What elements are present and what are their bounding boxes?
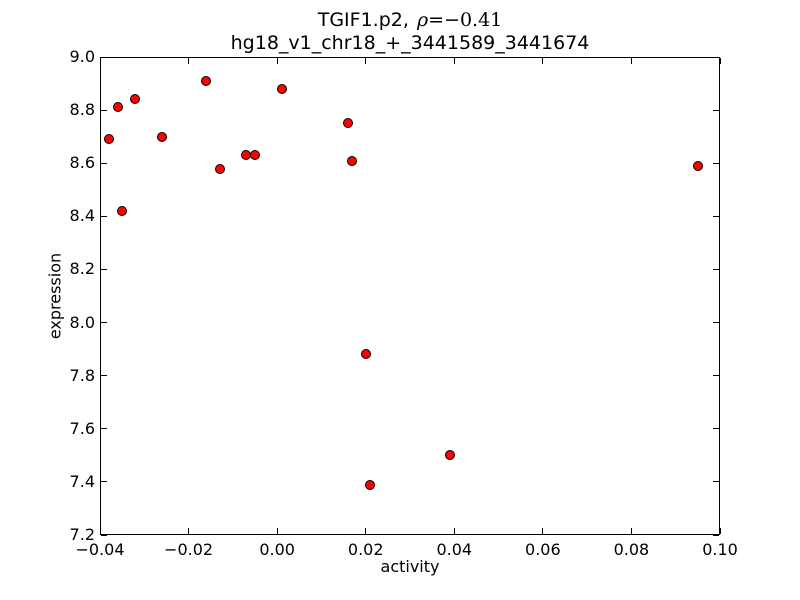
scatter-point bbox=[103, 134, 114, 145]
plot-area bbox=[100, 57, 720, 535]
y-tick-mark bbox=[101, 109, 107, 111]
y-tick-mark bbox=[101, 215, 107, 217]
scatter-point bbox=[117, 206, 128, 217]
y-tick-label: 8.8 bbox=[69, 100, 95, 120]
y-tick-mark-right bbox=[713, 375, 719, 377]
y-tick-label: 9.0 bbox=[69, 47, 95, 66]
y-tick-mark-right bbox=[713, 534, 719, 536]
scatter-point bbox=[347, 155, 358, 166]
y-tick-mark bbox=[101, 268, 107, 270]
x-tick-mark bbox=[719, 528, 721, 534]
x-tick-mark-top bbox=[188, 58, 190, 64]
x-tick-mark-top bbox=[365, 58, 367, 64]
y-tick-mark-right bbox=[713, 215, 719, 217]
rho-symbol: ρ bbox=[416, 9, 429, 31]
y-tick-mark bbox=[101, 375, 107, 377]
scatter-point bbox=[201, 75, 212, 86]
y-tick-mark-right bbox=[713, 56, 719, 58]
y-axis-label: expression bbox=[45, 252, 65, 340]
y-tick-mark bbox=[101, 428, 107, 430]
y-tick-mark-right bbox=[713, 481, 719, 483]
x-tick-label: 0.02 bbox=[347, 540, 384, 559]
title-gene-label: TGIF1.p2, bbox=[317, 9, 415, 31]
chart-subtitle: hg18_v1_chr18_+_3441589_3441674 bbox=[230, 32, 590, 54]
y-tick-label: 8.2 bbox=[69, 259, 95, 279]
x-tick-label: 0.00 bbox=[259, 540, 295, 559]
chart-title: TGIF1.p2, ρ=−0.41 bbox=[318, 9, 503, 32]
y-tick-mark bbox=[101, 322, 107, 324]
scatter-point bbox=[112, 102, 123, 113]
scatter-point bbox=[444, 450, 455, 461]
y-tick-label: 7.8 bbox=[69, 365, 95, 385]
y-tick-mark bbox=[101, 481, 107, 483]
rho-value: =−0.41 bbox=[428, 9, 503, 31]
scatter-point bbox=[157, 131, 167, 142]
y-tick-mark bbox=[101, 534, 107, 536]
x-tick-label: 0.04 bbox=[436, 540, 473, 559]
y-tick-label: 8.4 bbox=[69, 206, 95, 226]
x-tick-mark bbox=[99, 528, 101, 534]
y-tick-mark-right bbox=[713, 322, 719, 324]
x-tick-mark bbox=[188, 528, 190, 534]
scatter-point bbox=[360, 349, 371, 360]
x-tick-mark bbox=[630, 528, 632, 534]
x-tick-mark bbox=[453, 528, 455, 534]
x-axis-label: activity bbox=[380, 557, 440, 576]
scatter-point bbox=[365, 479, 376, 490]
x-tick-mark-top bbox=[542, 58, 544, 64]
scatter-point bbox=[130, 94, 141, 105]
x-tick-mark-top bbox=[276, 58, 278, 64]
scatter-point bbox=[692, 160, 703, 171]
x-tick-mark-top bbox=[99, 58, 101, 64]
x-tick-label: 0.10 bbox=[702, 540, 738, 559]
x-tick-label: −0.04 bbox=[75, 540, 125, 559]
scatter-point bbox=[276, 83, 287, 94]
scatter-point bbox=[343, 118, 353, 129]
x-tick-mark-top bbox=[453, 58, 455, 64]
y-tick-mark-right bbox=[713, 162, 719, 164]
x-tick-mark bbox=[542, 528, 544, 534]
y-tick-label: 7.4 bbox=[69, 471, 95, 491]
y-tick-label: 7.2 bbox=[69, 525, 95, 544]
y-tick-mark bbox=[101, 56, 107, 58]
y-tick-mark-right bbox=[713, 109, 719, 111]
y-tick-mark-right bbox=[713, 428, 719, 430]
x-tick-mark bbox=[276, 528, 278, 534]
y-tick-mark-right bbox=[713, 268, 719, 270]
x-tick-label: 0.06 bbox=[525, 540, 561, 559]
y-tick-label: 8.0 bbox=[69, 312, 95, 332]
scatter-point bbox=[214, 163, 225, 174]
x-tick-label: 0.08 bbox=[613, 540, 650, 559]
x-tick-mark-top bbox=[719, 58, 721, 64]
x-tick-mark bbox=[365, 528, 367, 534]
y-tick-label: 7.6 bbox=[69, 418, 95, 438]
y-tick-mark bbox=[101, 162, 107, 164]
x-tick-mark-top bbox=[630, 58, 632, 64]
scatter-point bbox=[250, 150, 260, 161]
x-tick-label: −0.02 bbox=[164, 540, 214, 559]
y-tick-label: 8.6 bbox=[69, 153, 95, 173]
